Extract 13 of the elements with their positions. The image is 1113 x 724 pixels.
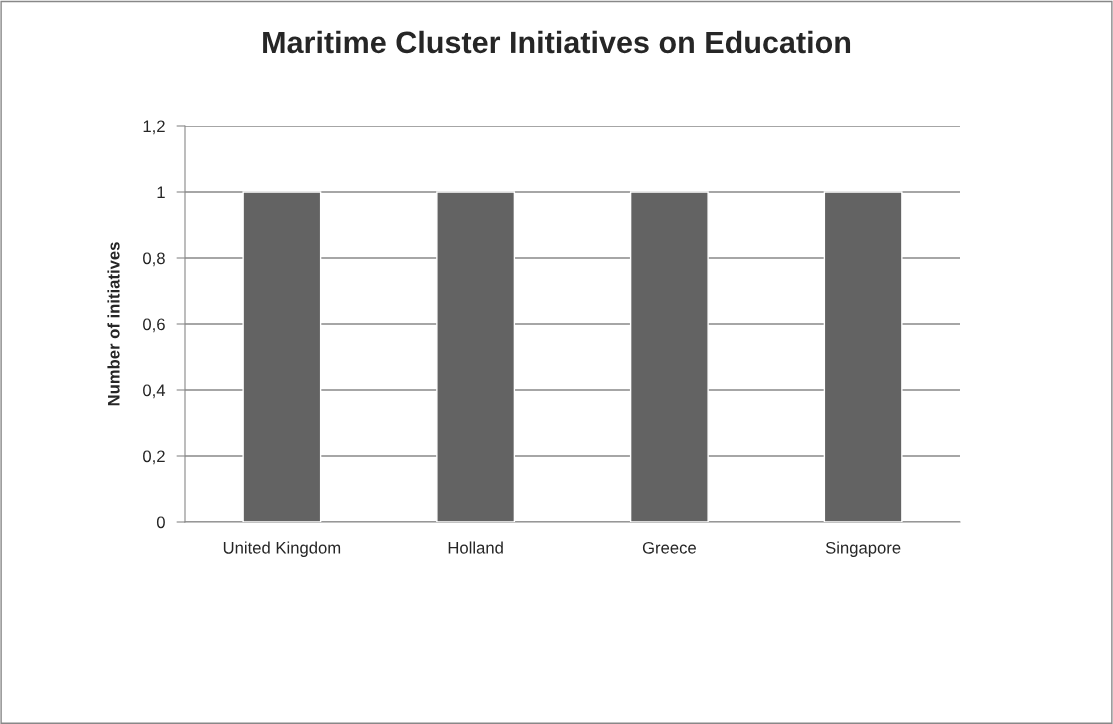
y-tick-label: 0,2 — [143, 450, 165, 465]
x-tick-label: Holland — [448, 541, 503, 554]
y-tick-label: 0,4 — [143, 384, 166, 399]
y-tick-label: 0 — [156, 516, 165, 529]
x-tick-label: Singapore — [825, 541, 901, 557]
y-tick-label: 1,2 — [143, 120, 165, 135]
x-tick-label: United Kingdom — [223, 541, 341, 557]
y-tick-label: 0,6 — [143, 318, 165, 333]
y-tick-label: 0,8 — [143, 252, 165, 267]
x-tick-label: Greece — [642, 541, 696, 554]
y-axis-title: Number of initiatives — [107, 242, 120, 406]
chart-title: Maritime Cluster Initiatives on Education — [263, 30, 851, 54]
y-tick-label: 1 — [157, 186, 165, 199]
